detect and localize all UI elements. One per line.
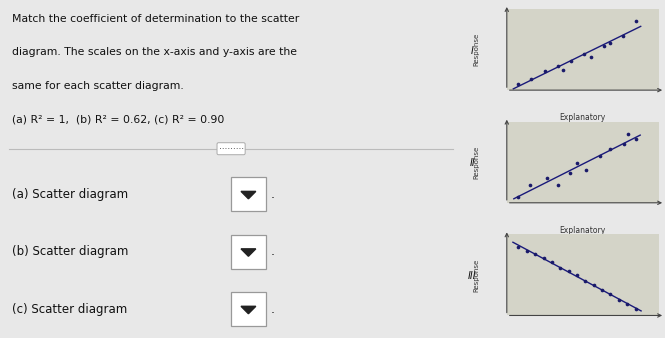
Point <box>541 175 552 180</box>
Point <box>563 269 574 274</box>
Point <box>580 278 591 284</box>
Point <box>630 307 641 312</box>
Point <box>526 76 537 81</box>
Polygon shape <box>241 306 256 314</box>
Point <box>552 63 563 69</box>
Point <box>521 248 532 253</box>
Point <box>539 69 550 74</box>
Point <box>618 142 629 147</box>
Text: Response: Response <box>473 258 479 292</box>
Point <box>553 182 564 188</box>
Point <box>604 40 615 46</box>
Point <box>578 51 589 56</box>
Text: Explanatory: Explanatory <box>560 225 606 235</box>
Text: .: . <box>271 303 275 316</box>
Point <box>605 291 616 297</box>
Point <box>555 265 566 270</box>
Point <box>630 136 641 141</box>
Point <box>513 244 524 249</box>
Polygon shape <box>241 191 256 199</box>
Text: (c) Scatter diagram: (c) Scatter diagram <box>11 303 127 316</box>
Text: II: II <box>469 159 475 168</box>
FancyBboxPatch shape <box>231 177 266 211</box>
Text: (b) Scatter diagram: (b) Scatter diagram <box>11 245 128 258</box>
Point <box>586 54 597 60</box>
Point <box>525 182 535 188</box>
Point <box>557 67 568 72</box>
Point <box>572 272 583 278</box>
Point <box>538 256 549 261</box>
Text: same for each scatter diagram.: same for each scatter diagram. <box>11 81 184 91</box>
Text: Match the coefficient of determination to the scatter: Match the coefficient of determination t… <box>11 14 299 24</box>
Text: (a) R² = 1,  (b) R² = 0.62, (c) R² = 0.90: (a) R² = 1, (b) R² = 0.62, (c) R² = 0.90 <box>11 115 224 125</box>
Text: III: III <box>468 271 477 281</box>
Point <box>597 288 607 293</box>
Text: Explanatory: Explanatory <box>560 113 606 122</box>
FancyBboxPatch shape <box>231 235 266 269</box>
Point <box>572 161 583 166</box>
Text: (a) Scatter diagram: (a) Scatter diagram <box>11 188 128 201</box>
Point <box>630 19 641 24</box>
Point <box>623 131 634 137</box>
Polygon shape <box>241 249 256 256</box>
Point <box>622 301 632 306</box>
Point <box>513 194 524 199</box>
Text: Response: Response <box>473 146 479 179</box>
Point <box>604 146 615 151</box>
Point <box>614 297 624 303</box>
FancyBboxPatch shape <box>231 292 266 326</box>
Text: .: . <box>271 188 275 201</box>
Point <box>530 252 541 257</box>
Point <box>513 81 524 87</box>
Point <box>595 153 606 159</box>
Text: ⋯⋯⋯: ⋯⋯⋯ <box>219 144 243 153</box>
Point <box>599 44 610 49</box>
Text: I: I <box>471 46 473 56</box>
Text: Response: Response <box>473 33 479 66</box>
Point <box>589 282 599 287</box>
Text: diagram. The scales on the x-axis and y-axis are the: diagram. The scales on the x-axis and y-… <box>11 47 297 57</box>
Point <box>565 58 576 64</box>
Point <box>547 259 557 265</box>
Point <box>617 33 628 39</box>
Text: .: . <box>271 245 275 258</box>
Point <box>581 168 592 173</box>
Point <box>565 171 575 176</box>
